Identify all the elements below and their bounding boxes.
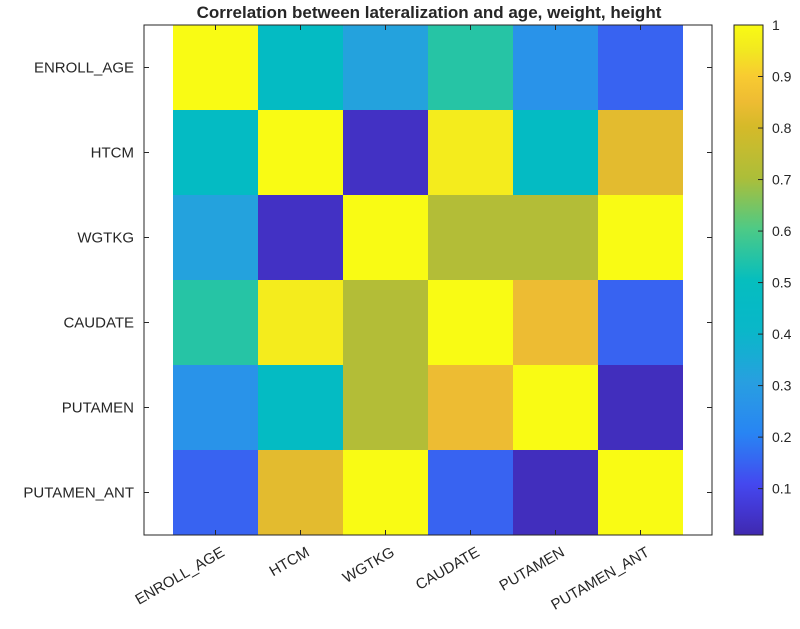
heatmap-cell-r3-c2 xyxy=(343,280,428,365)
colorbar-tick-label: 1 xyxy=(772,17,780,33)
plot-frame xyxy=(143,24,713,536)
heatmap-cell-r1-c3 xyxy=(428,110,513,195)
heatmap-cell-r1-c0 xyxy=(173,110,258,195)
heatmap-cell-r3-c3 xyxy=(428,280,513,365)
heatmap-cells xyxy=(173,25,683,535)
heatmap-cell-r0-c4 xyxy=(513,25,598,110)
y-tick-label: HTCM xyxy=(91,145,134,162)
x-tick-label: CAUDATE xyxy=(413,544,483,594)
y-tick-label: ENROLL_AGE xyxy=(34,60,134,77)
colorbar-tick-label: 0.2 xyxy=(772,429,792,445)
y-tick-label: PUTAMEN_ANT xyxy=(23,485,134,502)
x-tick-label: HTCM xyxy=(266,544,312,580)
x-tick-label: WGTKG xyxy=(340,544,398,587)
heatmap-cell-r1-c4 xyxy=(513,110,598,195)
heatmap-cell-r4-c0 xyxy=(173,365,258,450)
heatmap-cell-r5-c0 xyxy=(173,450,258,535)
heatmap-cell-r5-c1 xyxy=(258,450,343,535)
x-tick-label: PUTAMEN xyxy=(496,544,567,595)
heatmap-cell-r5-c5 xyxy=(598,450,683,535)
colorbar-tick-label: 0.9 xyxy=(772,69,792,85)
heatmap-cell-r2-c2 xyxy=(343,195,428,280)
heatmap-cell-r2-c0 xyxy=(173,195,258,280)
colorbar-gradient xyxy=(733,24,764,536)
x-tick-label: ENROLL_AGE xyxy=(132,544,227,609)
heatmap-cell-r5-c4 xyxy=(513,450,598,535)
heatmap-cell-r1-c1 xyxy=(258,110,343,195)
colorbar-tick-label: 0.3 xyxy=(772,378,792,394)
colorbar-tick-label: 0.4 xyxy=(772,326,792,342)
y-tick-label: PUTAMEN xyxy=(62,400,134,417)
y-tick-label: WGTKG xyxy=(77,230,134,247)
heatmap-cell-r4-c4 xyxy=(513,365,598,450)
colorbar-tick-label: 0.5 xyxy=(772,275,792,291)
heatmap-cell-r3-c5 xyxy=(598,280,683,365)
heatmap-cell-r0-c2 xyxy=(343,25,428,110)
heatmap-cell-r0-c3 xyxy=(428,25,513,110)
heatmap-cell-r3-c0 xyxy=(173,280,258,365)
colorbar-tick-label: 0.1 xyxy=(772,481,792,497)
heatmap-cell-r3-c1 xyxy=(258,280,343,365)
heatmap-cell-r4-c5 xyxy=(598,365,683,450)
heatmap-cell-r2-c1 xyxy=(258,195,343,280)
heatmap-cell-r0-c0 xyxy=(173,25,258,110)
heatmap-cell-r0-c1 xyxy=(258,25,343,110)
y-tick-label: CAUDATE xyxy=(63,315,134,332)
heatmap-cell-r2-c5 xyxy=(598,195,683,280)
heatmap-cell-r5-c3 xyxy=(428,450,513,535)
heatmap-cell-r2-c4 xyxy=(513,195,598,280)
heatmap-cell-r1-c5 xyxy=(598,110,683,195)
heatmap-cell-r0-c5 xyxy=(598,25,683,110)
heatmap-cell-r4-c1 xyxy=(258,365,343,450)
heatmap-cell-r4-c3 xyxy=(428,365,513,450)
heatmap-cell-r3-c4 xyxy=(513,280,598,365)
heatmap-cell-r5-c2 xyxy=(343,450,428,535)
heatmap-cell-r2-c3 xyxy=(428,195,513,280)
heatmap-cell-r4-c2 xyxy=(343,365,428,450)
colorbar-tick-label: 0.8 xyxy=(772,120,792,136)
chart-title: Correlation between lateralization and a… xyxy=(197,3,662,22)
heatmap-cell-r1-c2 xyxy=(343,110,428,195)
colorbar-tick-label: 0.6 xyxy=(772,223,792,239)
colorbar-tick-label: 0.7 xyxy=(772,172,792,188)
colorbar: 0.1 0.2 0.3 0.4 0.5 0.6 0.7 0.8 0.9 1 xyxy=(733,17,792,536)
